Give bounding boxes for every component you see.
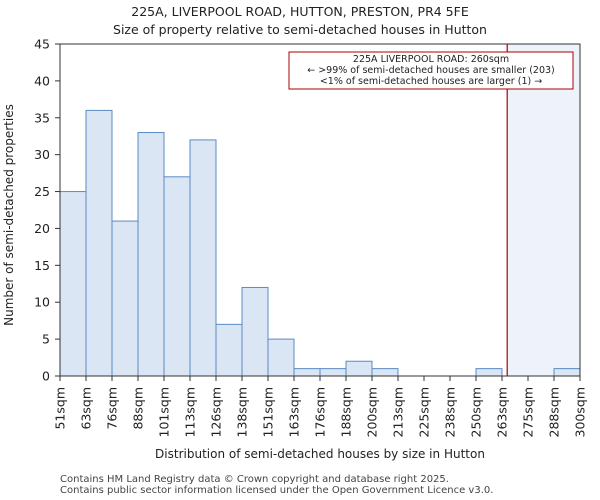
x-tick-label: 76sqm (105, 387, 120, 430)
highlight-region (507, 44, 580, 376)
footer-licence: Contains public sector information licen… (60, 485, 494, 496)
x-tick-label: 88sqm (131, 387, 146, 430)
bar-176sqm (319, 368, 347, 377)
y-tick-label: 45 (34, 37, 50, 52)
x-tick-label: 225sqm (417, 387, 432, 437)
annotation-smaller: ← >99% of semi-detached houses are small… (307, 65, 555, 76)
bar-200sqm (371, 368, 399, 377)
y-axis-label: Number of semi-detached properties (2, 104, 16, 326)
bar-151sqm (267, 338, 295, 377)
x-tick-label: 63sqm (79, 387, 94, 430)
x-tick-label: 200sqm (365, 387, 380, 437)
y-tick-label: 10 (34, 295, 50, 310)
bar-88sqm (137, 132, 165, 377)
x-tick-label: 138sqm (235, 387, 250, 437)
x-tick-label: 126sqm (209, 387, 224, 437)
bar-250sqm (475, 368, 503, 377)
y-tick-label: 35 (34, 110, 50, 125)
bar-163sqm (293, 368, 321, 377)
x-tick-label: 101sqm (157, 387, 172, 437)
x-tick-label: 151sqm (261, 387, 276, 437)
bar-113sqm (189, 139, 217, 377)
annotation-box (288, 51, 574, 90)
x-tick-label: 250sqm (469, 387, 484, 437)
annotation-larger: <1% of semi-detached houses are larger (… (320, 76, 542, 87)
y-tick-label: 20 (34, 221, 50, 236)
x-axis-label: Distribution of semi-detached houses by … (155, 447, 485, 461)
x-tick-label: 213sqm (391, 387, 406, 437)
x-tick-label: 300sqm (573, 387, 588, 437)
footer-copyright: Contains HM Land Registry data © Crown c… (60, 474, 449, 485)
chart-title: 225A, LIVERPOOL ROAD, HUTTON, PRESTON, P… (131, 4, 469, 19)
x-tick-label: 113sqm (183, 387, 198, 437)
annotation-title: 225A LIVERPOOL ROAD: 260sqm (353, 54, 509, 65)
y-tick-label: 15 (34, 258, 50, 273)
bar-288sqm (553, 368, 581, 377)
chart-subtitle: Size of property relative to semi-detach… (113, 22, 487, 37)
x-tick-label: 51sqm (53, 387, 68, 430)
x-tick-label: 263sqm (495, 387, 510, 437)
x-tick-label: 163sqm (287, 387, 302, 437)
x-tick-label: 275sqm (521, 387, 536, 437)
x-tick-label: 238sqm (443, 387, 458, 437)
y-tick-label: 30 (34, 147, 50, 162)
y-tick-label: 40 (34, 73, 50, 88)
bar-101sqm (163, 176, 191, 377)
bar-51sqm (59, 191, 87, 377)
x-tick-label: 176sqm (313, 387, 328, 437)
y-tick-label: 0 (42, 369, 50, 384)
bar-138sqm (241, 286, 269, 377)
bar-63sqm (85, 109, 113, 377)
bar-76sqm (111, 220, 139, 377)
y-tick-label: 5 (42, 332, 50, 347)
bar-188sqm (345, 360, 373, 377)
bar-126sqm (215, 323, 243, 377)
x-tick-label: 288sqm (547, 387, 562, 437)
y-tick-label: 25 (34, 184, 50, 199)
x-tick-label: 188sqm (339, 387, 354, 437)
